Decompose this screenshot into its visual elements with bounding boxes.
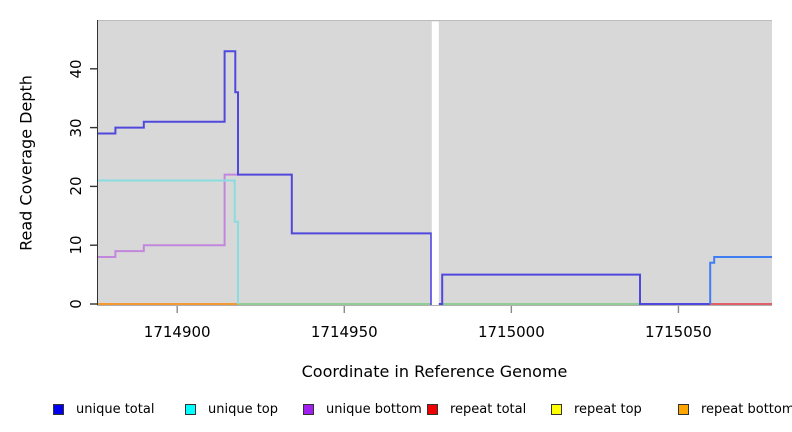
x-axis-title: Coordinate in Reference Genome [301,362,568,381]
legend-item-repeat-total: repeat total [427,399,526,419]
legend-label: repeat total [450,401,527,417]
legend-item-unique-total: unique total [53,399,154,419]
legend-item-repeat-bottom: repeat bottom [678,399,792,419]
legend-item-unique-bottom: unique bottom [303,399,422,419]
series-line-6-unique-total-over-unique-top-overlap- [709,256,772,304]
legend-label: unique top [208,401,279,417]
x-tick-label: 1714950 [310,323,378,341]
coverage-gap-band [431,21,439,306]
legend-swatch-repeat-total [427,403,438,415]
legend-label: unique total [76,401,155,417]
legend-swatch-unique-bottom [303,403,314,415]
legend-swatch-unique-top [185,403,196,415]
legend-swatch-repeat-bottom [678,403,689,415]
x-tick-label: 1714900 [143,323,211,341]
legend-label: unique bottom [326,401,422,417]
legend-label: repeat bottom [701,401,792,417]
series-line-3-unique-bottom [97,173,238,258]
legend-item-repeat-top: repeat top [551,399,642,419]
series-line-4-unique-top [97,179,239,304]
y-axis-title: Read Coverage Depth [16,75,36,251]
legend-item-unique-top: unique top [185,399,278,419]
legend-swatch-repeat-top [551,403,562,415]
y-tick-label: 30 [67,118,85,138]
y-tick-label: 40 [67,59,85,79]
y-tick-label: 20 [67,176,85,196]
legend-swatch-unique-total [53,403,64,415]
chart-legend: unique total unique top unique bottom repea… [0,399,792,421]
y-tick-label: 10 [67,235,85,255]
series-line-5-unique-total [97,50,711,305]
x-tick-label: 1715050 [645,323,712,341]
x-tick-label: 1715000 [477,323,545,341]
legend-label: repeat top [574,401,642,417]
y-tick-label: 0 [67,299,85,309]
